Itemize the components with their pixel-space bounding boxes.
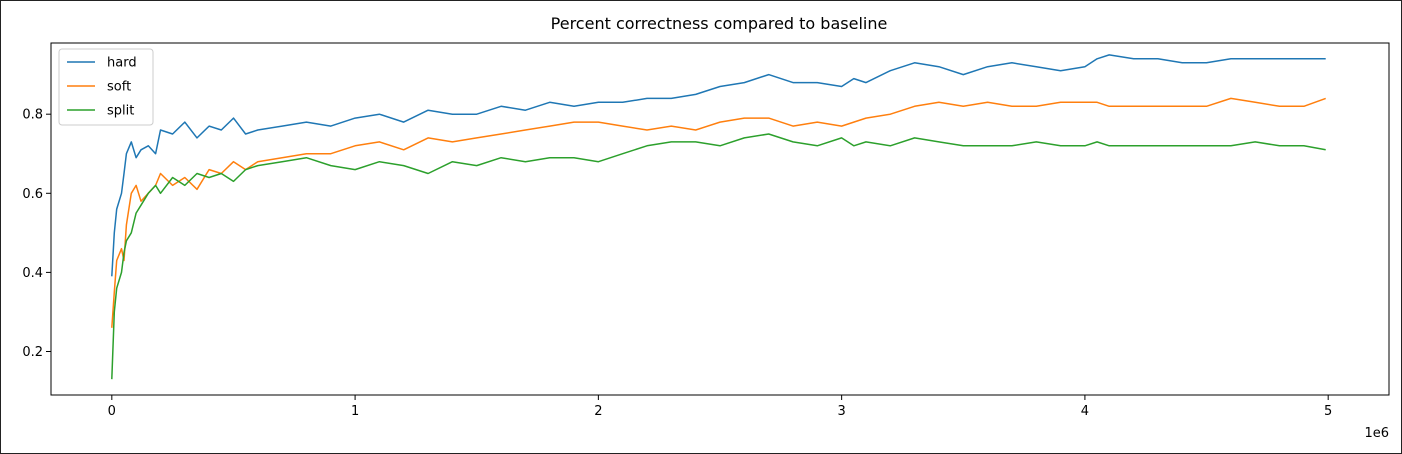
y-tick-label: 0.8 [22,108,43,123]
chart-title: Percent correctness compared to baseline [551,14,888,33]
x-offset-label: 1e6 [1364,426,1389,441]
series-line-split [111,133,1326,380]
legend-label-split: split [107,104,134,119]
series-layer [111,54,1326,380]
legend-label-hard: hard [107,56,137,71]
y-tick-label: 0.4 [22,266,43,281]
series-line-hard [111,54,1326,277]
x-tick-label: 4 [1081,404,1089,419]
legend-label-soft: soft [107,80,131,95]
y-axis: 0.2 0.4 0.6 0.8 [22,108,51,360]
y-tick-label: 0.6 [22,187,43,202]
legend-box [58,48,154,126]
x-tick-label: 1 [351,404,359,419]
series-line-soft [111,97,1326,328]
y-tick-label: 0.2 [22,345,43,360]
x-tick-label: 2 [594,404,602,419]
x-tick-label: 5 [1324,404,1332,419]
legend: hard soft split [58,48,154,126]
x-tick-label: 3 [837,404,845,419]
x-tick-label: 0 [108,404,116,419]
plot-area [50,42,1390,396]
x-axis: 0 1 2 3 4 5 [108,395,1332,419]
